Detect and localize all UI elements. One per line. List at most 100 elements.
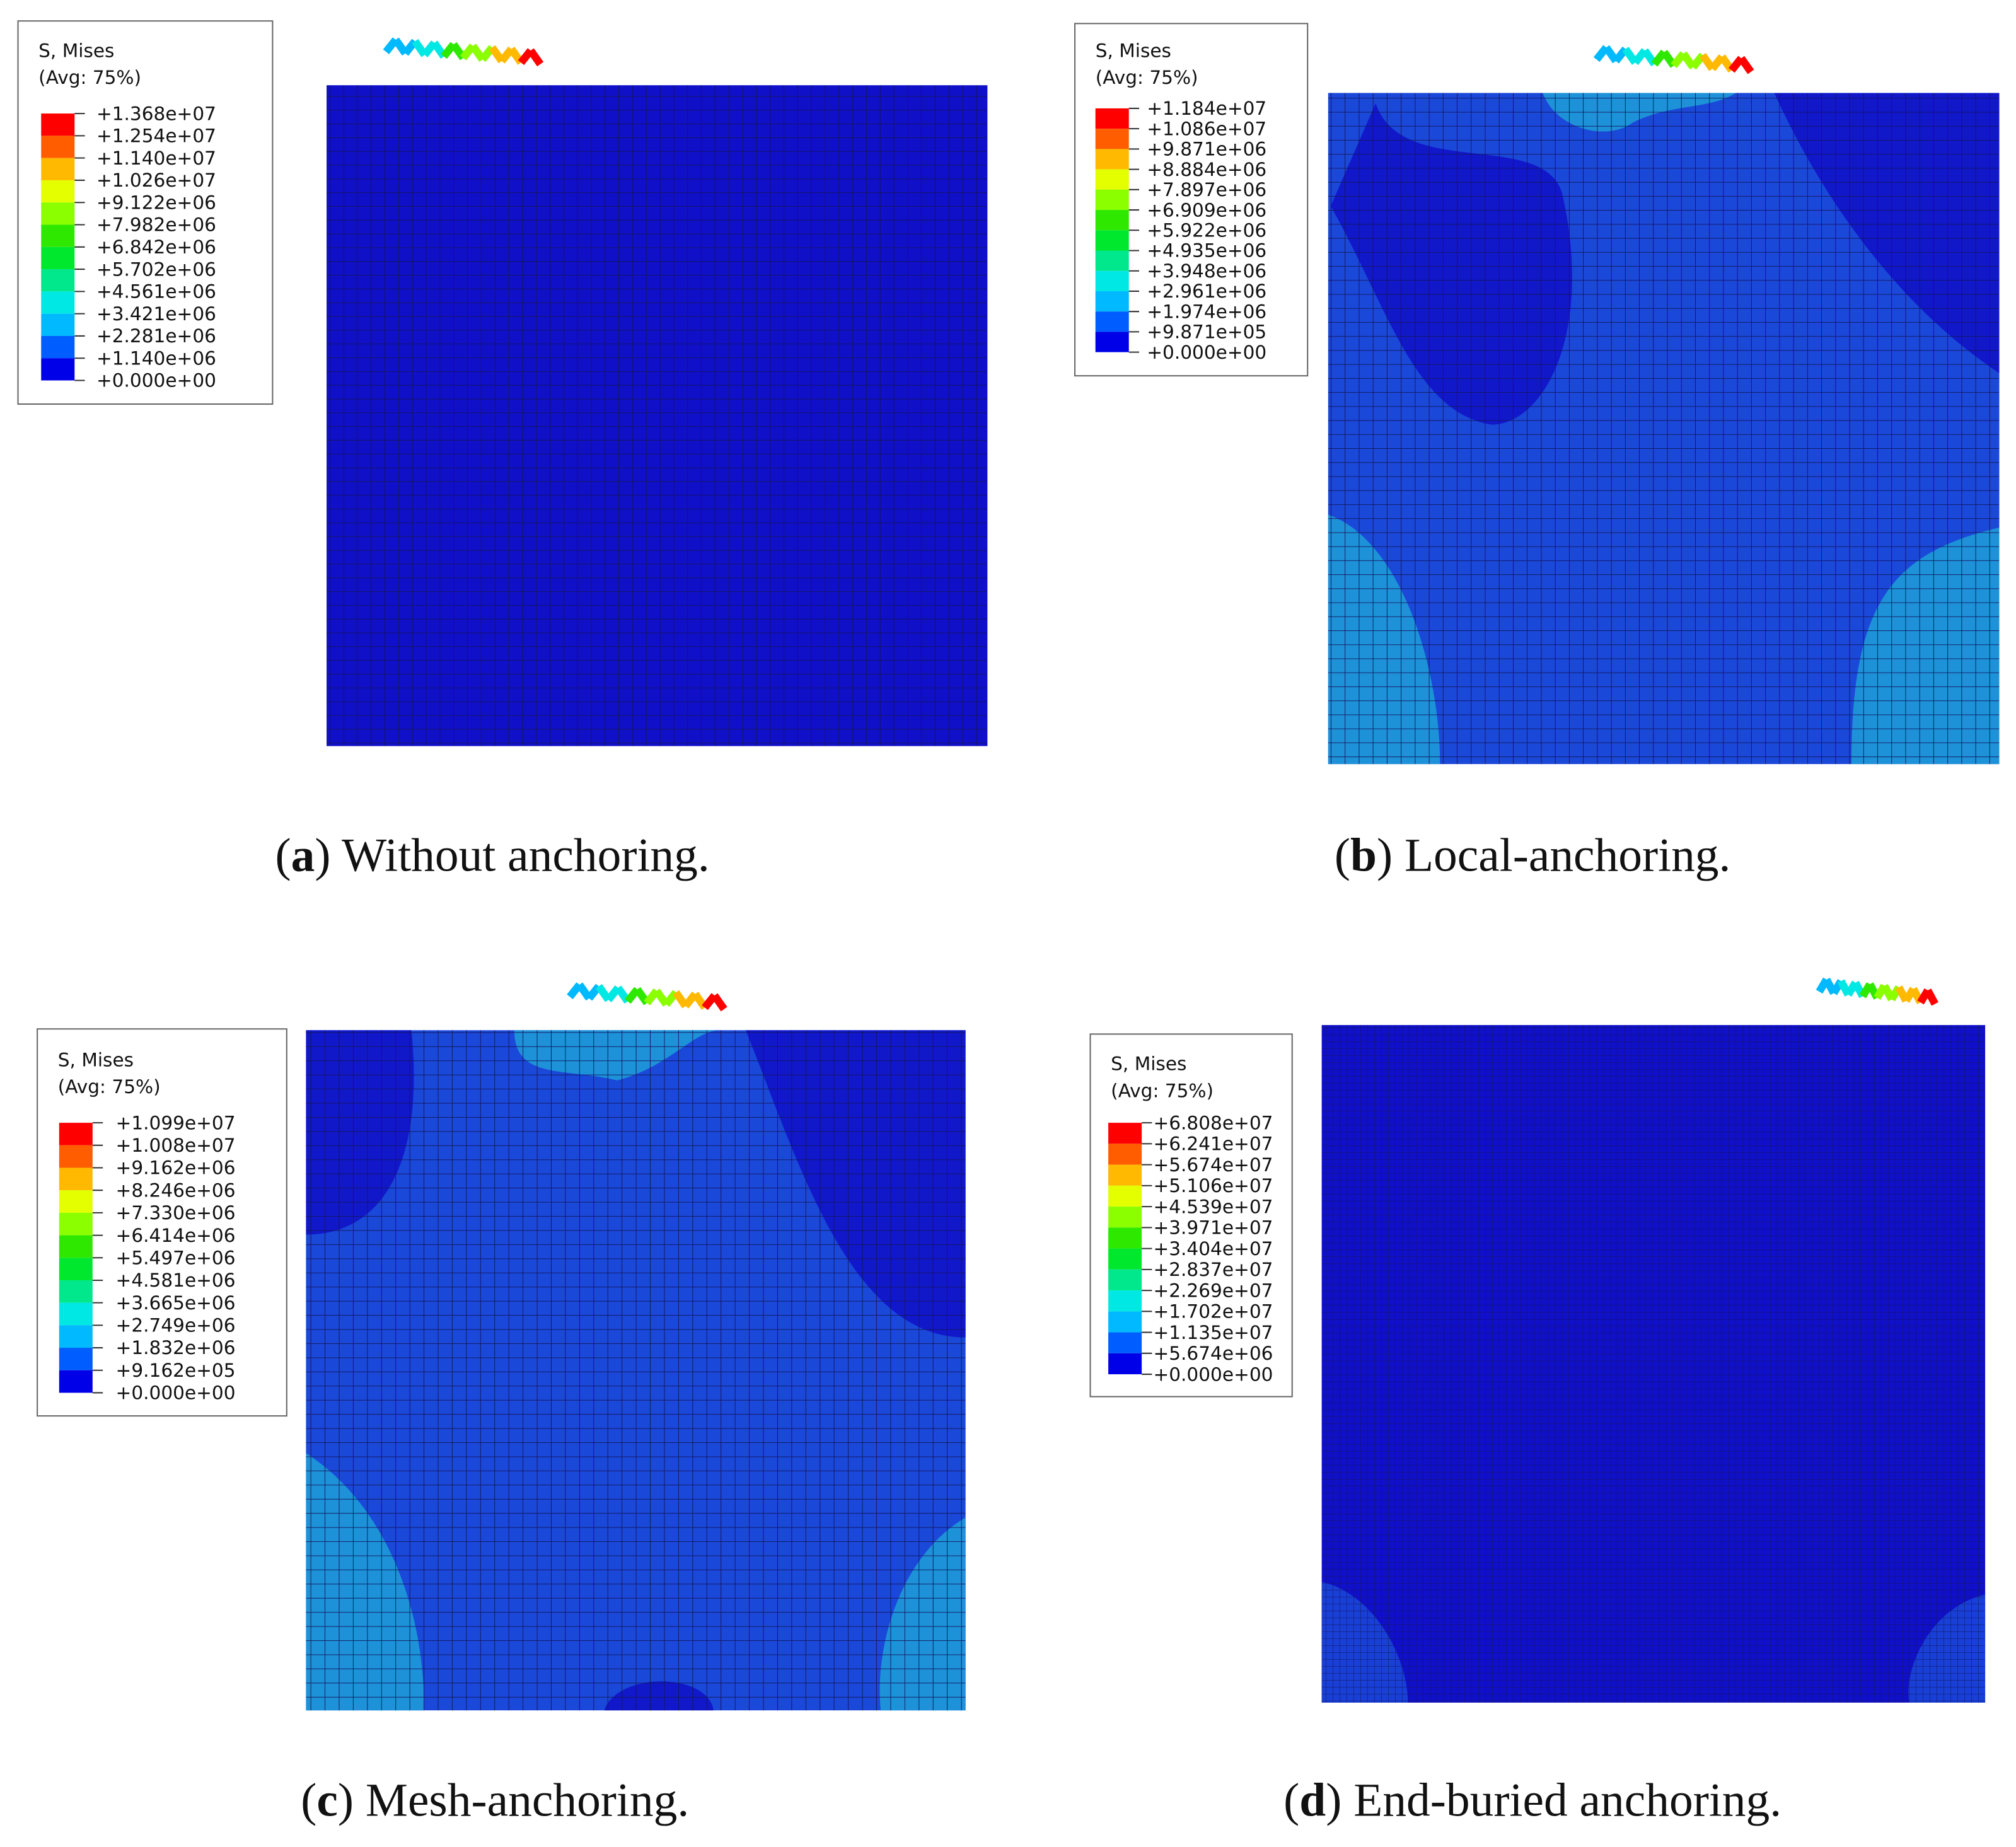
legend-swatch <box>1108 1269 1142 1291</box>
legend-label: +3.948e+06 <box>1147 260 1266 282</box>
legend-label: +9.871e+06 <box>1147 139 1266 160</box>
legend-swatch <box>1108 1353 1142 1375</box>
legend-label: +3.404e+07 <box>1153 1238 1273 1259</box>
legend-label: +5.674e+07 <box>1153 1154 1273 1176</box>
legend-swatch <box>1108 1248 1142 1270</box>
legend-label: +6.241e+07 <box>1153 1133 1273 1155</box>
legend-title: S, Mises <box>1111 1053 1186 1075</box>
legend-label: +5.497e+06 <box>116 1247 236 1268</box>
legend-title: S, Mises <box>58 1049 134 1070</box>
legend-label: +9.871e+05 <box>1147 321 1266 343</box>
legend-label: +6.842e+06 <box>96 236 216 258</box>
caption: (b) Local-anchoring. <box>1335 829 1731 881</box>
panel: S, Mises(Avg: 75%)+1.184e+07+1.086e+07+9… <box>1074 23 2000 881</box>
legend-label: +1.008e+07 <box>116 1135 236 1156</box>
legend-label: +4.539e+07 <box>1153 1196 1273 1217</box>
legend-label: +4.935e+06 <box>1147 240 1266 262</box>
legend-label: +6.808e+07 <box>1153 1112 1273 1133</box>
legend-label: +0.000e+00 <box>96 370 216 391</box>
legend-title: S, Mises <box>1096 40 1171 61</box>
legend-swatch <box>41 313 75 336</box>
legend-label: +1.140e+07 <box>96 148 216 169</box>
caption-text: ) Local-anchoring. <box>1377 829 1730 881</box>
legend-swatch <box>59 1235 93 1258</box>
legend-label: +0.000e+00 <box>116 1382 236 1404</box>
legend-label: +7.330e+06 <box>116 1202 236 1224</box>
legend-swatch <box>1095 169 1129 190</box>
legend-swatch <box>41 202 75 225</box>
legend-swatch <box>1095 250 1129 271</box>
legend-label: +4.581e+06 <box>116 1270 236 1291</box>
panel: S, Mises(Avg: 75%)+6.808e+07+6.241e+07+5… <box>1089 977 1986 1826</box>
legend-swatch <box>41 158 75 180</box>
legend-swatch <box>41 136 75 158</box>
legend-swatch <box>41 246 75 270</box>
legend-label: +1.026e+07 <box>96 170 216 191</box>
legend-swatch <box>59 1145 93 1168</box>
legend-label: +1.140e+06 <box>96 347 216 369</box>
legend-swatch <box>59 1325 93 1348</box>
legend-swatch <box>1108 1185 1142 1207</box>
legend-label: +3.665e+06 <box>116 1292 236 1314</box>
legend-label: +5.922e+06 <box>1147 219 1266 241</box>
legend-swatch <box>1095 270 1129 291</box>
legend-label: +1.974e+06 <box>1147 301 1266 322</box>
legend-swatch <box>59 1123 93 1145</box>
caption-text: ( <box>1335 829 1350 881</box>
legend-swatch <box>1095 108 1129 129</box>
caption-letter: a <box>291 829 315 881</box>
legend-label: +8.246e+06 <box>116 1179 236 1201</box>
legend-label: +1.099e+07 <box>116 1112 236 1133</box>
legend-label: +2.837e+07 <box>1153 1259 1273 1280</box>
legend-label: +3.971e+07 <box>1153 1217 1273 1239</box>
legend-label: +1.702e+07 <box>1153 1301 1273 1323</box>
legend-label: +6.414e+06 <box>116 1225 236 1246</box>
legend-swatch <box>59 1212 93 1236</box>
legend-swatch <box>1095 149 1129 170</box>
legend-label: +2.961e+06 <box>1147 281 1266 302</box>
legend-label: +5.106e+07 <box>1153 1175 1273 1196</box>
caption-text: ) Without anchoring. <box>315 829 709 881</box>
legend-label: +9.162e+05 <box>116 1360 236 1381</box>
legend-label: +5.702e+06 <box>96 258 216 280</box>
caption-text: ( <box>1283 1774 1299 1826</box>
caption: (d) End-buried anchoring. <box>1283 1774 1781 1826</box>
legend-title: S, Mises <box>38 40 114 61</box>
legend-swatch <box>1108 1164 1142 1186</box>
legend-swatch <box>1108 1332 1142 1353</box>
legend-label: +3.421e+06 <box>96 303 216 325</box>
caption-text: ) End-buried anchoring. <box>1326 1774 1781 1826</box>
legend-swatch <box>1095 189 1129 211</box>
legend-swatch <box>41 113 75 136</box>
mesh-grid <box>1321 1025 1986 1703</box>
legend-swatch <box>1095 291 1129 312</box>
legend-label: +2.749e+06 <box>116 1315 236 1336</box>
legend-label: +1.135e+07 <box>1153 1322 1273 1343</box>
caption-letter: b <box>1350 829 1377 881</box>
legend-swatch <box>1095 311 1129 332</box>
caption-letter: d <box>1299 1774 1326 1826</box>
legend-swatch <box>59 1280 93 1303</box>
caption-text: ( <box>301 1774 316 1826</box>
legend-label: +8.884e+06 <box>1147 159 1266 180</box>
legend-swatch <box>41 180 75 203</box>
legend-swatch <box>41 291 75 314</box>
legend-swatch <box>59 1370 93 1393</box>
legend-label: +1.184e+07 <box>1147 98 1266 119</box>
caption-text: ( <box>275 829 291 881</box>
legend-label: +1.832e+06 <box>116 1337 236 1358</box>
legend-label: +9.122e+06 <box>96 192 216 213</box>
legend-swatch <box>1095 332 1129 352</box>
legend-label: +1.086e+07 <box>1147 118 1266 139</box>
panel: S, Mises(Avg: 75%)+1.368e+07+1.254e+07+1… <box>17 20 988 881</box>
caption: (a) Without anchoring. <box>275 829 710 881</box>
legend-label: +6.909e+06 <box>1147 199 1266 221</box>
legend-swatch <box>1095 230 1129 251</box>
legend-swatch <box>41 269 75 292</box>
legend-swatch <box>1095 210 1129 231</box>
legend-label: +0.000e+00 <box>1153 1364 1273 1385</box>
mesh-grid <box>1328 93 2000 765</box>
anchor-segment <box>1924 988 1938 1006</box>
legend-swatch <box>1108 1207 1142 1228</box>
legend-swatch <box>1108 1311 1142 1333</box>
